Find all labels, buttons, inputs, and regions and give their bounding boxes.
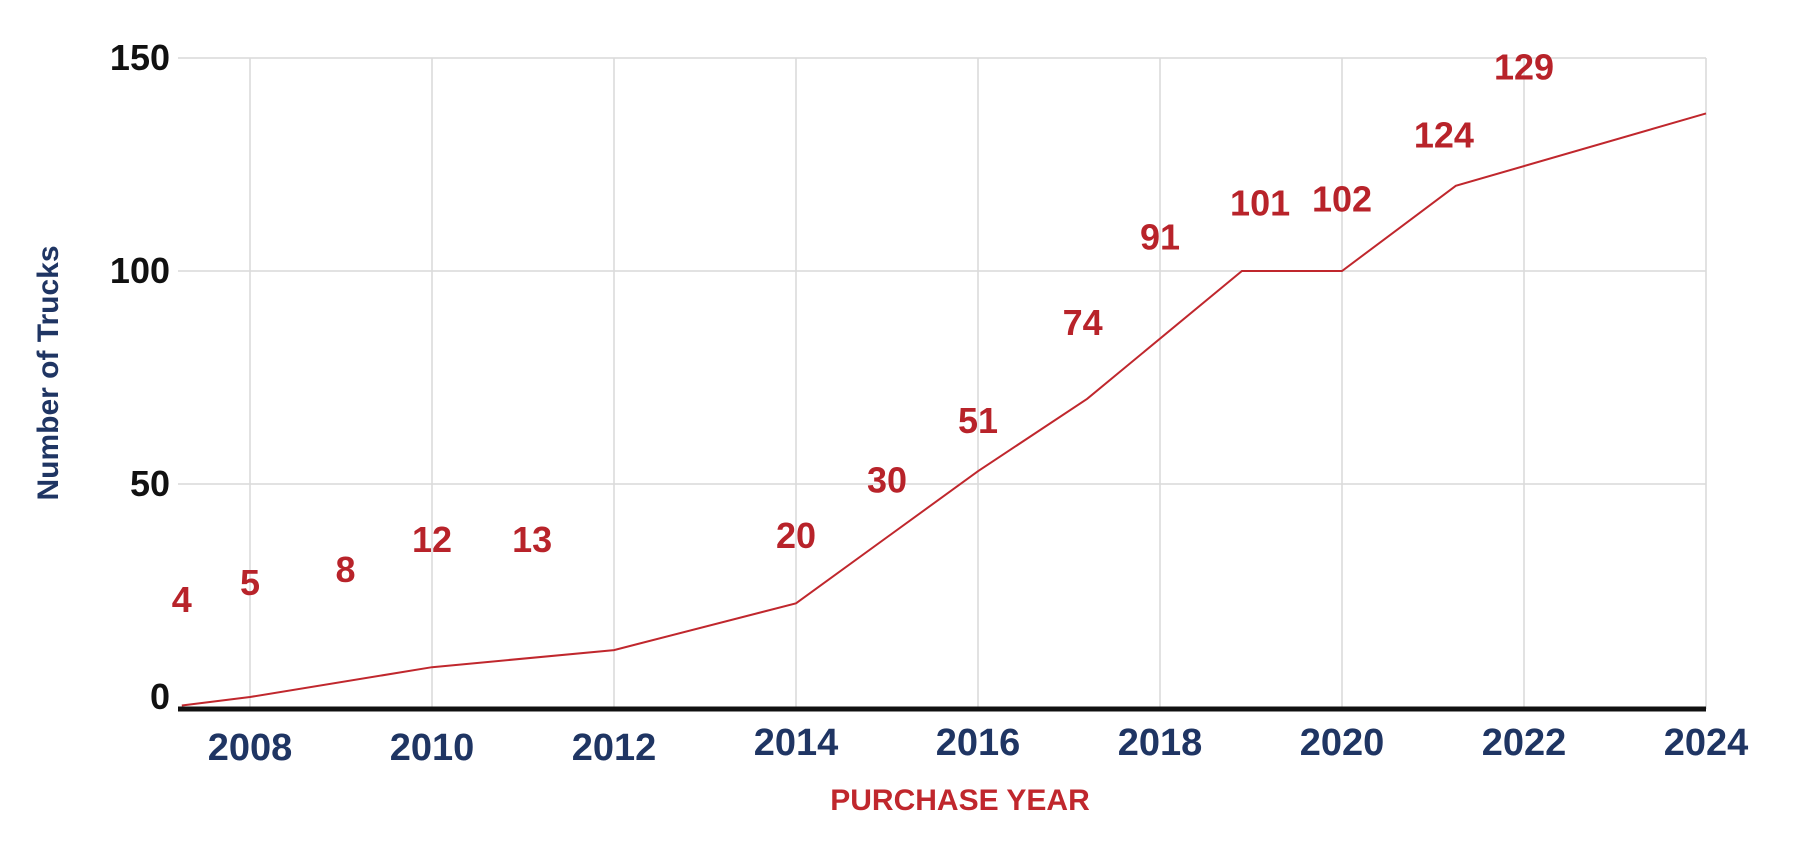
- data-labels: 4 5 8 12 13 20 30 51 74 91 101 102 124 129: [172, 46, 1554, 620]
- data-label: 20: [776, 515, 816, 556]
- y-tick-label: 50: [130, 463, 170, 504]
- x-tick-label: 2012: [572, 727, 657, 769]
- data-label: 8: [336, 549, 356, 590]
- x-tick-label: 2016: [936, 722, 1021, 764]
- y-axis-title: Number of Trucks: [32, 245, 65, 500]
- x-tick-label: 2008: [208, 727, 293, 769]
- y-tick-label: 150: [110, 37, 170, 78]
- x-tick-label: 2018: [1118, 722, 1203, 764]
- data-label: 4: [172, 579, 192, 620]
- data-label: 102: [1312, 178, 1372, 219]
- data-label: 74: [1063, 302, 1103, 343]
- x-tick-label: 2020: [1300, 722, 1385, 764]
- data-label: 124: [1414, 114, 1474, 155]
- y-tick-labels: 0 50 100 150: [110, 37, 170, 717]
- data-label: 129: [1494, 46, 1554, 87]
- data-label: 51: [958, 400, 998, 441]
- x-tick-label: 2010: [390, 727, 475, 769]
- data-label: 101: [1230, 183, 1290, 224]
- series-line-group: [181, 112, 1707, 707]
- data-label: 12: [412, 519, 452, 560]
- x-axis-title: PURCHASE YEAR: [830, 784, 1090, 817]
- data-label: 5: [240, 562, 260, 603]
- x-tick-label: 2024: [1664, 722, 1749, 764]
- y-tick-label: 100: [110, 250, 170, 291]
- data-label: 30: [867, 460, 907, 501]
- data-label: 13: [512, 519, 552, 560]
- grid-lines: [178, 57, 1707, 709]
- x-tick-labels: 2008 2010 2012 2014 2016 2018 2020 2022 2024: [208, 722, 1749, 769]
- y-tick-label: 0: [150, 676, 170, 717]
- series-line: [181, 112, 1707, 707]
- x-tick-label: 2022: [1482, 722, 1567, 764]
- data-label: 91: [1140, 217, 1180, 258]
- x-tick-label: 2014: [754, 722, 839, 764]
